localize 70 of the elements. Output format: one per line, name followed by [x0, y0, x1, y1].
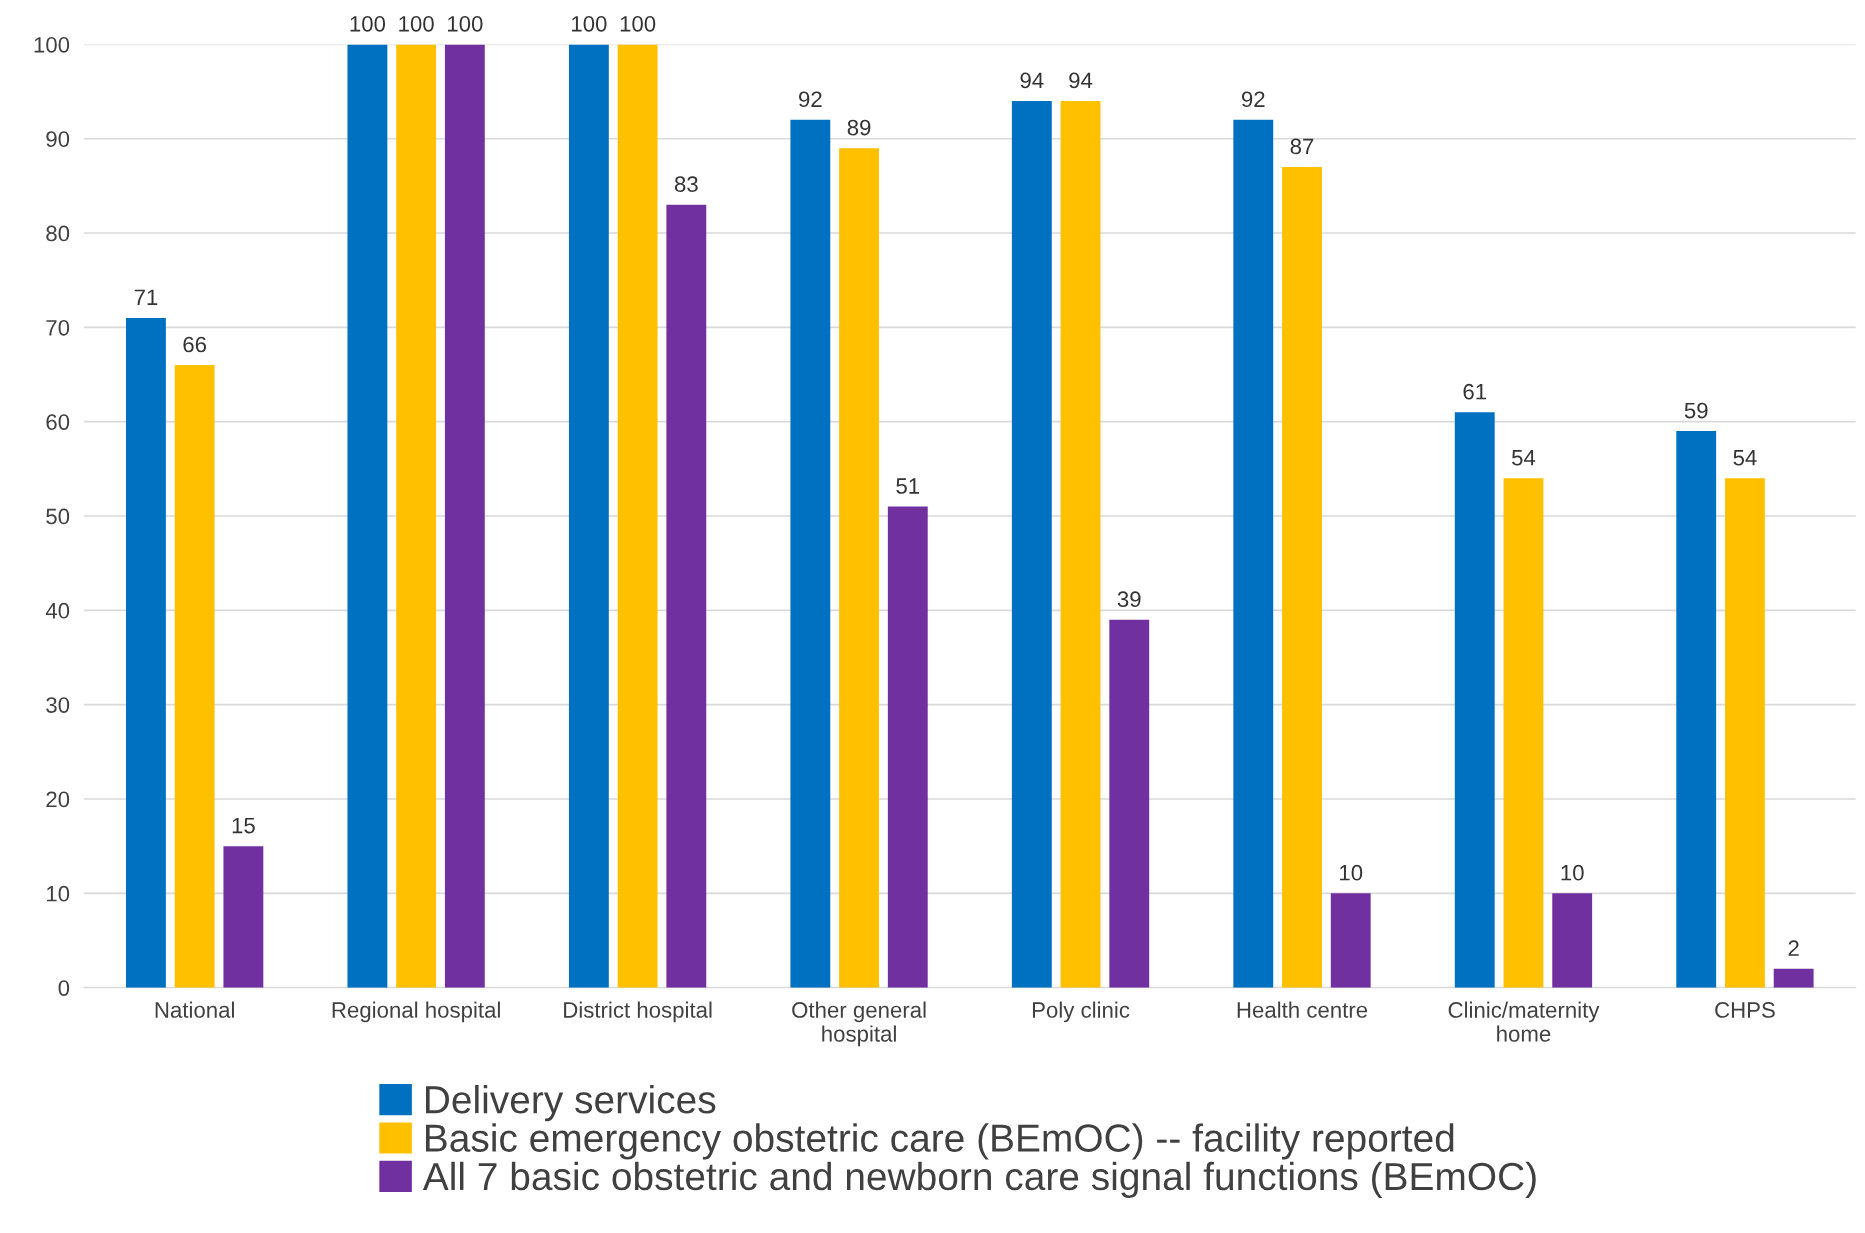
data-label: 54	[1512, 450, 1536, 466]
data-label: 10	[1340, 864, 1363, 881]
x-tick-label: Other general hospital	[792, 1001, 926, 1047]
x-tick-label: Regional hospital	[332, 1001, 500, 1023]
bar	[1725, 478, 1765, 988]
bar	[174, 365, 215, 988]
legend-label: Basic emergency obstetric care (BEmOC) -- facility reported	[425, 1123, 1454, 1160]
bar	[1773, 968, 1814, 988]
data-label: 54	[1733, 450, 1757, 466]
data-label: 100	[620, 15, 656, 32]
bar	[1330, 893, 1371, 988]
y-tick-label: 100	[34, 36, 70, 53]
bar	[1503, 478, 1544, 988]
data-label: 39	[1117, 591, 1141, 608]
bar	[1676, 431, 1717, 988]
data-label: 94	[1020, 72, 1044, 89]
y-tick-label: 70	[46, 319, 70, 336]
x-tick-label: National	[155, 1001, 234, 1018]
y-tick-label: 60	[46, 414, 70, 430]
y-tick-label: 20	[46, 791, 70, 808]
data-label: 71	[134, 289, 158, 305]
bar	[126, 317, 166, 988]
bar	[1282, 167, 1322, 988]
bar	[396, 44, 437, 988]
y-tick-label: 10	[47, 885, 70, 902]
x-tick-label: CHPS	[1715, 1002, 1775, 1018]
bar	[666, 204, 707, 988]
y-tick-label: 30	[46, 697, 70, 713]
y-tick-label: 80	[46, 225, 70, 242]
bar	[617, 44, 658, 988]
bar	[223, 846, 264, 988]
data-label: 83	[674, 176, 698, 193]
x-tick-label: District hospital	[564, 1001, 712, 1023]
y-tick-label: 0	[58, 980, 70, 996]
data-label: 92	[799, 91, 822, 108]
data-label: 87	[1290, 138, 1314, 155]
bar	[1454, 412, 1495, 988]
bar	[839, 148, 879, 988]
data-label: 15	[232, 817, 255, 834]
legend-label: All 7 basic obstetric and newborn care signal functions (BEmOC)	[422, 1161, 1536, 1198]
bar	[1552, 893, 1593, 988]
data-label: 89	[847, 119, 871, 136]
y-tick-label: 50	[46, 508, 70, 525]
data-label: 100	[448, 15, 483, 32]
data-label: 66	[183, 336, 207, 353]
bar	[790, 119, 831, 988]
y-tick-label: 90	[46, 131, 70, 147]
data-label: 92	[1241, 91, 1265, 108]
x-tick-label: Poly clinic	[1032, 1001, 1130, 1023]
data-label: 94	[1069, 72, 1093, 89]
data-label: 59	[1684, 402, 1708, 419]
bar	[568, 44, 609, 988]
bar	[1233, 119, 1274, 988]
data-label: 100	[572, 15, 607, 32]
x-tick-label: Clinic/maternity home	[1448, 1001, 1600, 1042]
data-label: 100	[350, 15, 386, 32]
y-tick-label: 40	[45, 602, 70, 619]
data-label: 100	[399, 15, 434, 32]
bar	[1109, 619, 1150, 988]
bar	[1060, 100, 1101, 988]
bar	[1011, 100, 1052, 988]
x-tick-label: Health centre	[1237, 1001, 1368, 1018]
legend-label: Delivery services	[425, 1084, 716, 1122]
bar	[347, 44, 388, 988]
bar	[444, 44, 485, 988]
data-label: 2	[1788, 940, 1799, 956]
data-label: 51	[896, 478, 920, 494]
bar	[887, 506, 928, 988]
data-label: 61	[1463, 383, 1487, 400]
data-label: 10	[1561, 864, 1584, 881]
